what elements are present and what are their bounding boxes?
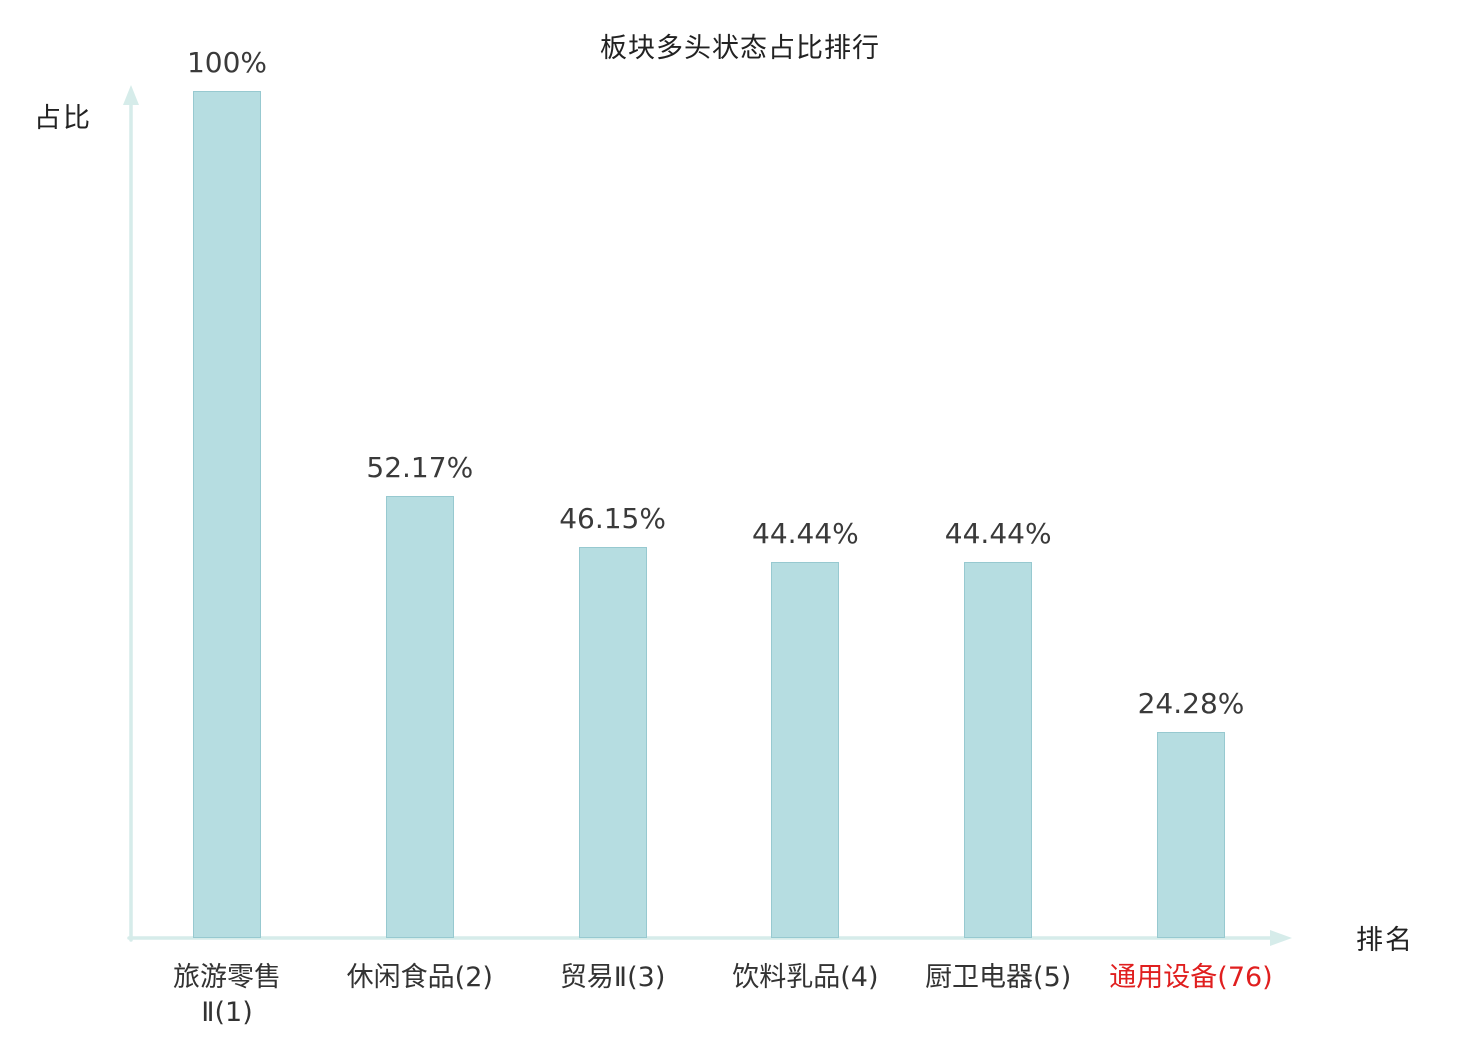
bar: [578, 547, 647, 938]
bar-category-label: 贸易Ⅱ(3): [559, 962, 666, 993]
bar-value-label: 24.28%: [1137, 687, 1245, 721]
chart-title: 板块多头状态占比排行: [600, 33, 880, 64]
y-axis-label: 占比: [34, 103, 92, 134]
bar: [1157, 732, 1225, 938]
bar: [964, 561, 1033, 938]
bar: [771, 561, 840, 938]
x-axis-arrow-icon: [1270, 930, 1292, 946]
bar-category-label: 厨卫电器(5): [925, 962, 1072, 993]
bar-category-label: 旅游零售 Ⅱ(1): [173, 962, 281, 1029]
bar-value-label: 44.44%: [944, 516, 1052, 550]
bar: [193, 91, 261, 938]
bar-value-label: 52.17%: [366, 451, 474, 485]
y-axis-arrow-icon: [123, 85, 139, 105]
bar-category-label: 休闲食品(2): [346, 962, 493, 993]
bar-value-label: 44.44%: [752, 516, 859, 550]
bar-category-label: 通用设备(76): [1109, 962, 1273, 993]
bar: [385, 496, 454, 938]
bar-value-label: 46.15%: [559, 502, 666, 536]
bar-value-label: 100%: [186, 46, 268, 79]
x-axis-label: 排名: [1356, 925, 1414, 956]
bar-category-label: 饮料乳品(4): [732, 962, 879, 993]
